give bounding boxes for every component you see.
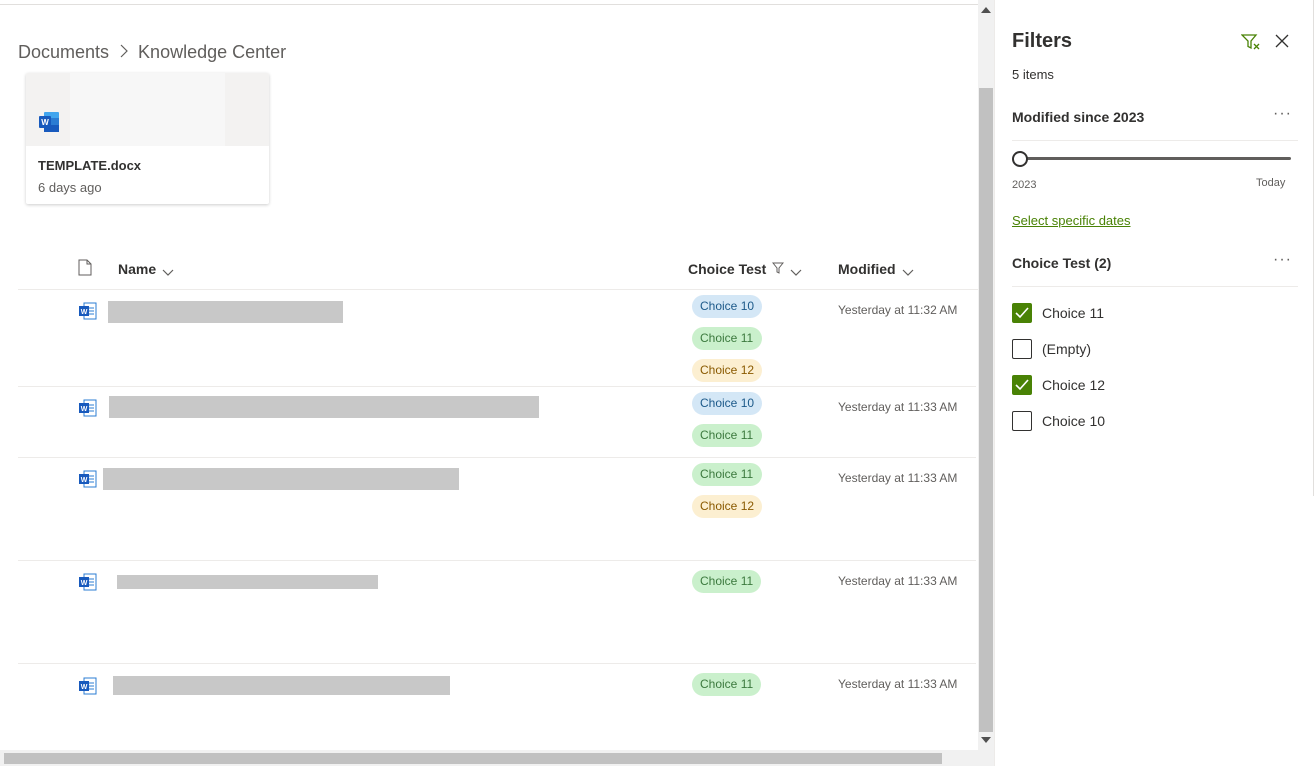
table-row[interactable]: W Choice 10 Choice 11 Choice 12 Yesterda… bbox=[18, 290, 976, 387]
word-doc-icon: W bbox=[79, 399, 97, 422]
column-header-name-label: Name bbox=[118, 261, 157, 277]
svg-text:W: W bbox=[41, 118, 49, 127]
choice-filter-title: Choice Test (2) bbox=[1012, 255, 1112, 271]
items-count: 5 items bbox=[1012, 67, 1054, 82]
modified-cell: Yesterday at 11:33 AM bbox=[838, 677, 958, 691]
column-header-modified-label: Modified bbox=[838, 261, 896, 277]
word-doc-icon: W bbox=[79, 302, 97, 325]
date-slider-track[interactable] bbox=[1019, 157, 1291, 160]
section-divider bbox=[1012, 140, 1298, 141]
clear-filter-icon[interactable] bbox=[1240, 33, 1261, 56]
svg-text:W: W bbox=[81, 406, 88, 413]
checkbox-unchecked[interactable] bbox=[1012, 339, 1032, 359]
filter-option-choice-11[interactable]: Choice 11 bbox=[1012, 303, 1104, 323]
scrollbar-thumb[interactable] bbox=[4, 753, 942, 764]
select-specific-dates-link[interactable]: Select specific dates bbox=[1012, 213, 1131, 228]
svg-text:W: W bbox=[81, 580, 88, 587]
table-row[interactable]: W Choice 10 Choice 11 Yesterday at 11:33… bbox=[18, 387, 976, 458]
horizontal-scrollbar[interactable] bbox=[0, 750, 994, 766]
choice-pill: Choice 11 bbox=[692, 463, 763, 486]
redacted-file-name bbox=[103, 468, 459, 490]
choice-pill: Choice 10 bbox=[692, 392, 763, 415]
choice-pills: Choice 10 Choice 11 Choice 12 bbox=[692, 295, 763, 382]
modified-cell: Yesterday at 11:32 AM bbox=[838, 303, 958, 317]
scroll-down-arrow-icon[interactable] bbox=[981, 737, 991, 743]
filter-option-empty[interactable]: (Empty) bbox=[1012, 339, 1091, 359]
file-card[interactable]: W TEMPLATE.docx 6 days ago bbox=[26, 73, 269, 204]
svg-text:W: W bbox=[81, 309, 88, 316]
choice-pills: Choice 10 Choice 11 bbox=[692, 392, 763, 447]
table-row[interactable]: W Choice 11 Yesterday at 11:33 AM bbox=[18, 561, 976, 664]
table-row[interactable]: W Choice 11 Choice 12 Yesterday at 11:33… bbox=[18, 458, 976, 561]
table-row[interactable]: W Choice 11 Yesterday at 11:33 AM bbox=[18, 664, 976, 750]
close-icon[interactable] bbox=[1275, 34, 1289, 53]
svg-text:W: W bbox=[81, 684, 88, 691]
chevron-down-icon bbox=[902, 264, 913, 276]
top-divider bbox=[0, 4, 978, 5]
choice-pill: Choice 11 bbox=[692, 327, 763, 350]
modified-cell: Yesterday at 11:33 AM bbox=[838, 400, 958, 414]
column-header-modified[interactable]: Modified bbox=[838, 261, 913, 277]
redacted-file-name bbox=[109, 396, 539, 418]
date-slider-thumb[interactable] bbox=[1012, 151, 1028, 167]
modified-cell: Yesterday at 11:33 AM bbox=[838, 471, 958, 485]
chevron-down-icon bbox=[162, 264, 174, 276]
word-doc-icon: W bbox=[79, 573, 97, 596]
more-options-button[interactable]: ··· bbox=[1273, 251, 1292, 268]
filters-title: Filters bbox=[1012, 30, 1073, 52]
svg-text:W: W bbox=[81, 477, 88, 484]
choice-pill: Choice 11 bbox=[692, 570, 762, 593]
choice-pills: Choice 11 bbox=[692, 673, 762, 696]
choice-pills: Choice 11 bbox=[692, 570, 762, 593]
word-icon: W bbox=[38, 111, 60, 138]
breadcrumb-current[interactable]: Knowledge Center bbox=[138, 42, 287, 62]
list-header: Name Choice Test Modified bbox=[18, 250, 978, 290]
breadcrumb-root[interactable]: Documents bbox=[18, 42, 110, 62]
filter-option-choice-12[interactable]: Choice 12 bbox=[1012, 375, 1105, 395]
choice-pills: Choice 11 Choice 12 bbox=[692, 463, 763, 518]
redacted-file-name bbox=[108, 301, 343, 323]
slider-min-label: 2023 bbox=[1012, 179, 1037, 191]
choice-pill: Choice 12 bbox=[692, 359, 763, 382]
file-type-icon[interactable] bbox=[78, 259, 92, 279]
modified-filter-title: Modified since 2023 bbox=[1012, 109, 1145, 125]
word-doc-icon: W bbox=[79, 677, 97, 700]
checkmark-icon bbox=[1015, 379, 1029, 391]
filter-icon bbox=[772, 261, 785, 277]
choice-pill: Choice 12 bbox=[692, 495, 763, 518]
more-options-button[interactable]: ··· bbox=[1273, 105, 1292, 122]
filter-option-label: Choice 11 bbox=[1042, 305, 1105, 321]
vertical-scrollbar[interactable] bbox=[978, 0, 994, 750]
filter-option-label: (Empty) bbox=[1042, 341, 1091, 357]
checkbox-unchecked[interactable] bbox=[1012, 411, 1032, 431]
filter-option-label: Choice 10 bbox=[1042, 413, 1106, 429]
filter-option-choice-10[interactable]: Choice 10 bbox=[1012, 411, 1105, 431]
word-doc-icon: W bbox=[79, 470, 97, 493]
column-header-name[interactable]: Name bbox=[118, 261, 174, 277]
section-divider bbox=[1012, 286, 1298, 287]
file-card-thumbnail: W bbox=[26, 73, 269, 146]
slider-max-label: Today bbox=[1256, 177, 1286, 189]
filters-pane: Filters 5 items Modified since 2023 ··· … bbox=[994, 0, 1314, 766]
modified-cell: Yesterday at 11:33 AM bbox=[838, 574, 958, 588]
chevron-down-icon bbox=[790, 264, 802, 276]
redacted-file-name bbox=[113, 676, 450, 695]
checkbox-checked[interactable] bbox=[1012, 375, 1032, 395]
filter-option-label: Choice 12 bbox=[1042, 377, 1106, 393]
breadcrumb: Documents Knowledge Center bbox=[18, 42, 286, 63]
file-card-title[interactable]: TEMPLATE.docx bbox=[38, 158, 142, 173]
checkbox-checked[interactable] bbox=[1012, 303, 1032, 323]
checkmark-icon bbox=[1015, 307, 1029, 319]
column-header-choice-test[interactable]: Choice Test bbox=[688, 261, 802, 277]
chevron-right-icon bbox=[119, 44, 128, 61]
choice-pill: Choice 10 bbox=[692, 295, 763, 318]
column-header-choice-label: Choice Test bbox=[688, 261, 767, 277]
file-card-subtitle: 6 days ago bbox=[38, 180, 102, 195]
choice-pill: Choice 11 bbox=[692, 424, 763, 447]
scrollbar-thumb[interactable] bbox=[979, 88, 993, 732]
choice-pill: Choice 11 bbox=[692, 673, 762, 696]
redacted-file-name bbox=[117, 575, 378, 589]
scroll-up-arrow-icon[interactable] bbox=[981, 7, 991, 13]
